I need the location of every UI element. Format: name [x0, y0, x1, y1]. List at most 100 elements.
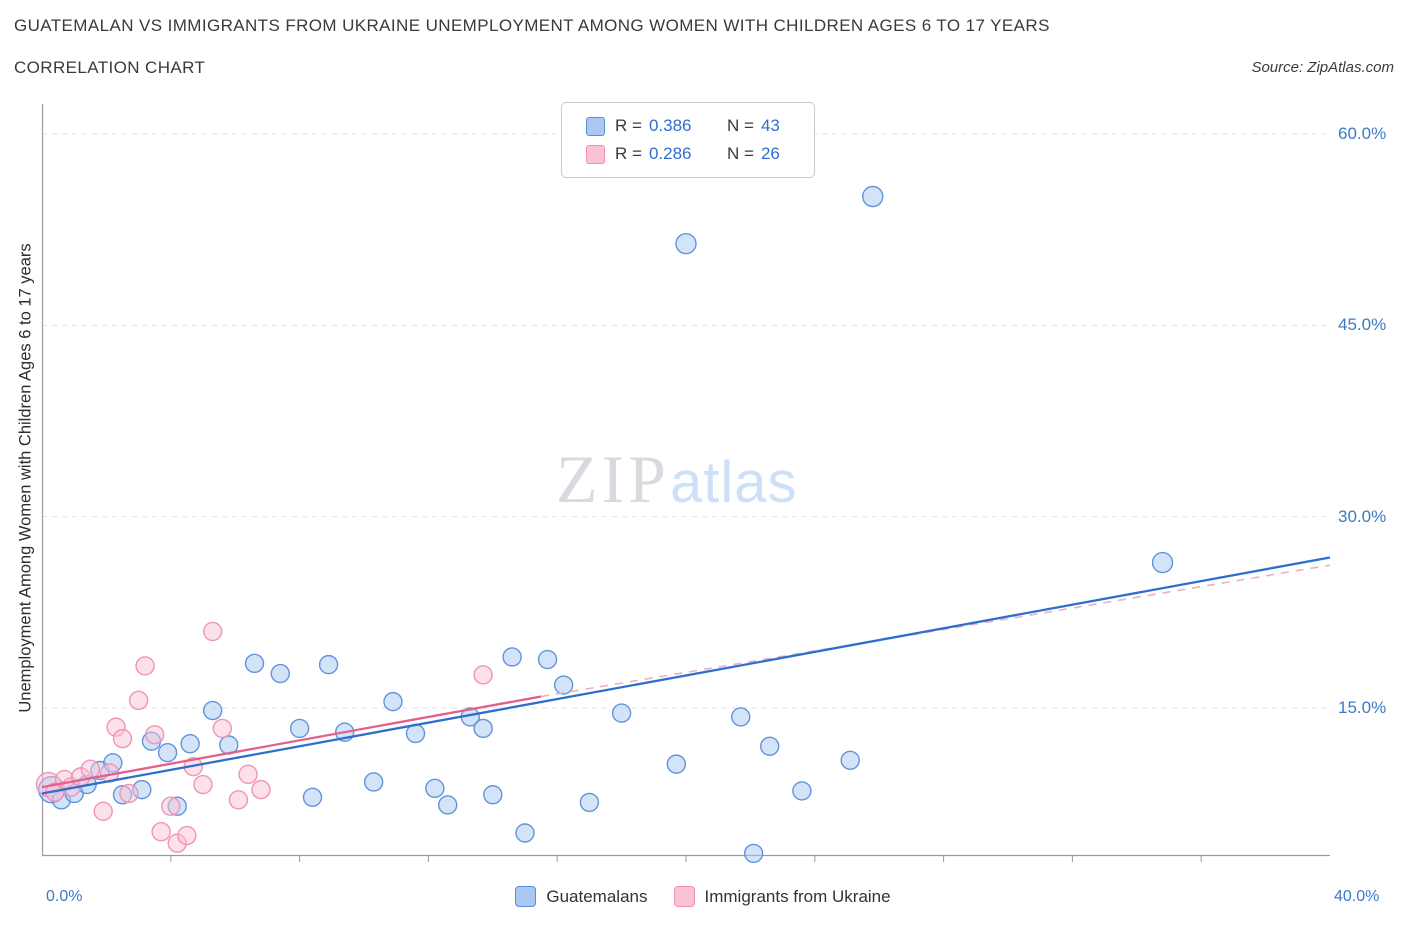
chart-legend: Guatemalans Immigrants from Ukraine: [0, 886, 1406, 907]
scatter-point-ukraine: [128, 690, 149, 711]
legend-label-guatemalans: Guatemalans: [546, 886, 648, 906]
legend-box: R = 0.386 N = 43 R = 0.286 N = 26: [561, 102, 815, 178]
scatter-point-guatemalans: [202, 700, 223, 721]
scatter-point-ukraine: [35, 771, 62, 798]
scatter-point-ukraine: [212, 718, 233, 739]
scatter-point-guatemalans: [579, 792, 600, 813]
scatter-point-ukraine: [80, 759, 101, 779]
scatter-point-ukraine: [54, 769, 75, 790]
scatter-point-ukraine: [167, 833, 187, 853]
source-credit: Source: ZipAtlas.com: [1251, 59, 1394, 76]
scatter-point-guatemalans: [383, 691, 403, 712]
scatter-point-guatemalans: [90, 760, 110, 781]
scatter-point-guatemalans: [244, 653, 265, 674]
scatter-point-guatemalans: [760, 736, 780, 756]
scatter-point-guatemalans: [666, 754, 687, 774]
scatter-point-guatemalans: [405, 723, 426, 744]
scatter-point-guatemalans: [537, 649, 558, 670]
scatter-point-ukraine: [61, 777, 81, 797]
y-tick-45: 45.0%: [1338, 315, 1387, 334]
legend-swatch-ukraine: [586, 144, 605, 164]
scatter-point-ukraine: [93, 801, 113, 822]
scatter-point-ukraine: [144, 725, 165, 745]
r-value-guatemalans: 0.386: [648, 116, 692, 135]
legend-swatch-ukraine: [673, 886, 695, 907]
x-tick-min: 0.0%: [46, 888, 83, 905]
r-label: R =: [615, 116, 642, 135]
scatter-point-ukraine: [473, 665, 493, 685]
n-label: N =: [727, 144, 754, 163]
scatter-point-guatemalans: [112, 785, 133, 805]
legend-item-ukraine: Immigrants from Ukraine: [673, 886, 891, 907]
scatter-point-guatemalans: [167, 796, 187, 816]
scatter-point-guatemalans: [270, 663, 290, 684]
scatter-point-ukraine: [112, 728, 133, 749]
scatter-point-guatemalans: [731, 707, 751, 727]
scatter-point-guatemalans: [302, 787, 323, 807]
chart-title: GUATEMALAN VS IMMIGRANTS FROM UKRAINE UN…: [14, 16, 1050, 35]
scatter-point-ukraine: [135, 656, 155, 676]
scatter-point-guatemalans: [180, 734, 200, 754]
scatter-point-guatemalans: [840, 750, 860, 770]
scatter-point-guatemalans: [363, 772, 384, 792]
legend-box-row-guatemalans: R = 0.386 N = 43: [586, 112, 814, 140]
scatter-point-ukraine: [161, 796, 181, 816]
scatter-point-guatemalans: [64, 783, 84, 804]
n-value-guatemalans: 43: [760, 116, 780, 135]
chart-subtitle: CORRELATION CHART: [14, 58, 206, 77]
legend-item-guatemalans: Guatemalans: [515, 886, 648, 907]
watermark: ZIP atlas: [556, 440, 798, 519]
scatter-point-guatemalans: [438, 795, 458, 815]
legend-swatch-guatemalans: [515, 886, 537, 907]
y-tick-60: 60.0%: [1338, 124, 1387, 143]
scatter-point-ukraine: [99, 763, 120, 783]
watermark-atlas: atlas: [670, 450, 798, 515]
scatter-point-ukraine: [177, 825, 197, 846]
y-tick-15: 15.0%: [1338, 698, 1387, 717]
scatter-point-guatemalans: [611, 703, 632, 723]
r-value-ukraine: 0.286: [648, 144, 692, 163]
scatter-point-guatemalans: [515, 823, 535, 843]
scatter-point-guatemalans: [103, 753, 123, 773]
legend-swatch-guatemalans: [586, 116, 605, 136]
scatter-point-guatemalans: [37, 775, 66, 804]
scatter-point-guatemalans: [473, 718, 493, 739]
scatter-point-guatemalans: [675, 232, 697, 255]
scatter-point-guatemalans: [460, 707, 480, 727]
scatter-point-ukraine: [151, 822, 171, 842]
scatter-point-ukraine: [238, 764, 258, 785]
scatter-point-ukraine: [183, 756, 204, 777]
scatter-point-guatemalans: [141, 731, 162, 751]
scatter-point-ukraine: [202, 621, 223, 642]
x-tick-max: 40.0%: [1334, 888, 1380, 905]
scatter-point-ukraine: [193, 774, 213, 795]
scatter-point-guatemalans: [157, 742, 178, 763]
scatter-point-guatemalans: [502, 647, 522, 667]
scatter-point-guatemalans: [51, 790, 72, 810]
scatter-point-ukraine: [45, 782, 65, 802]
scatter-point-guatemalans: [743, 843, 764, 864]
trendline-ukraine-extension: [540, 564, 1331, 698]
scatter-point-ukraine: [106, 717, 126, 737]
scatter-point-ukraine: [70, 767, 91, 787]
scatter-point-guatemalans: [862, 185, 884, 208]
n-label: N =: [727, 116, 754, 135]
scatter-point-ukraine: [251, 779, 271, 800]
y-tick-30: 30.0%: [1338, 507, 1387, 526]
scatter-point-guatemalans: [77, 774, 97, 795]
scatter-point-guatemalans: [425, 778, 445, 799]
trendline-guatemalans: [41, 556, 1331, 795]
legend-label-ukraine: Immigrants from Ukraine: [704, 886, 891, 906]
scatter-point-guatemalans: [219, 735, 239, 755]
scatter-point-ukraine: [119, 783, 139, 804]
scatter-point-guatemalans: [1151, 551, 1174, 574]
scatter-point-guatemalans: [132, 779, 152, 800]
scatter-point-guatemalans: [553, 675, 574, 695]
scatter-point-guatemalans: [289, 718, 310, 739]
r-label: R =: [615, 144, 642, 163]
watermark-zip: ZIP: [556, 441, 670, 517]
scatter-point-guatemalans: [318, 654, 339, 675]
scatter-point-ukraine: [228, 790, 249, 810]
y-axis-title: Unemployment Among Women with Children A…: [16, 243, 35, 713]
